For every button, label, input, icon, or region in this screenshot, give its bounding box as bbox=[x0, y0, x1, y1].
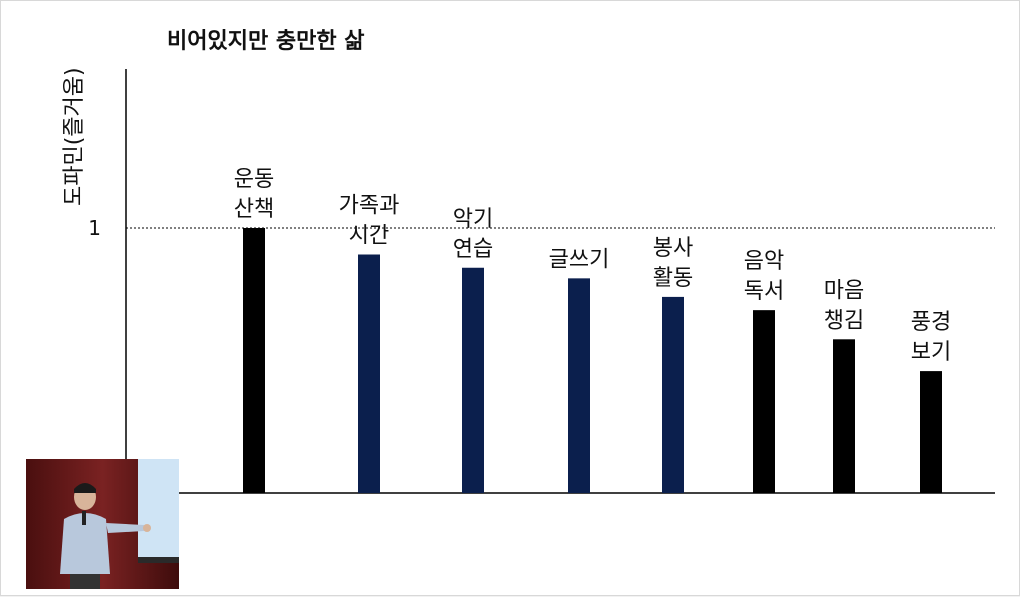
bar-label: 독서 bbox=[744, 279, 784, 304]
bar bbox=[568, 278, 590, 493]
chart-title: 비어있지만 충만한 삶 bbox=[167, 29, 364, 54]
bar bbox=[662, 296, 684, 493]
bar-label: 연습 bbox=[453, 237, 493, 262]
bar bbox=[462, 267, 484, 493]
speaker-figure bbox=[26, 459, 179, 589]
bar bbox=[833, 339, 855, 493]
bar bbox=[358, 254, 380, 493]
bar bbox=[920, 371, 942, 493]
bar-label: 챙김 bbox=[824, 308, 864, 333]
bar-label: 보기 bbox=[911, 340, 951, 365]
bar-label: 글쓰기 bbox=[549, 247, 610, 272]
bar-label: 풍경 bbox=[911, 310, 951, 335]
bar bbox=[243, 228, 265, 493]
y-axis-label: 도파민(즐거움) bbox=[62, 67, 87, 206]
speaker-video-inset bbox=[26, 459, 179, 589]
bar-label: 산책 bbox=[234, 197, 274, 222]
y-tick-label: 1 bbox=[88, 216, 101, 240]
bar-label: 활동 bbox=[653, 266, 693, 291]
y-tick-labels: 1 bbox=[88, 216, 101, 240]
bar-label: 봉사 bbox=[653, 236, 693, 261]
bars-group bbox=[243, 228, 942, 493]
bar-label: 악기 bbox=[453, 207, 493, 232]
bar-label: 가족과 bbox=[339, 194, 400, 219]
bar-label: 시간 bbox=[349, 224, 389, 249]
bar-label: 운동 bbox=[234, 167, 274, 192]
bar bbox=[753, 310, 775, 493]
bar-label: 음악 bbox=[744, 249, 784, 274]
bar-label: 마음 bbox=[824, 278, 864, 303]
